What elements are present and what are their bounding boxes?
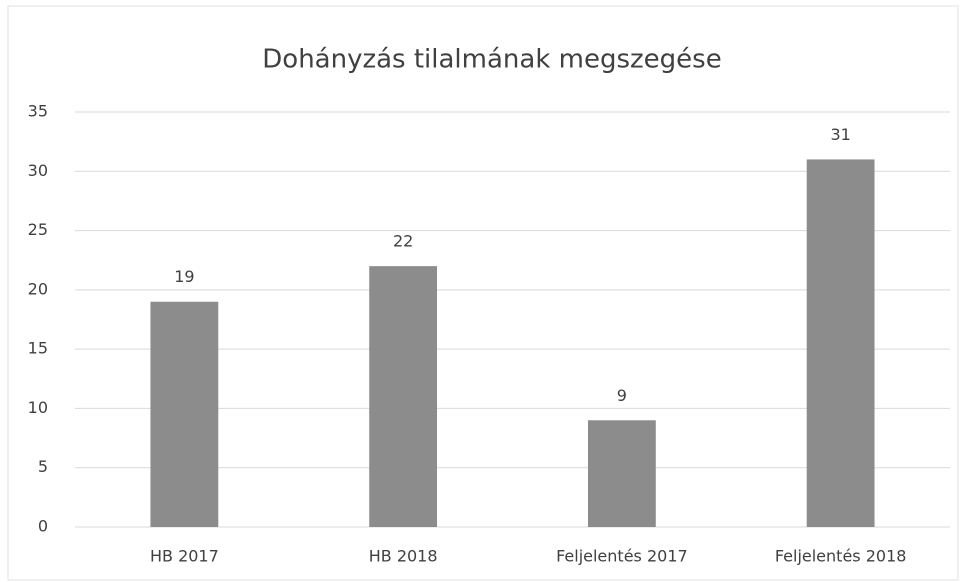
bar xyxy=(369,266,438,527)
x-tick-label: HB 2017 xyxy=(150,547,219,566)
y-tick-label: 35 xyxy=(28,102,48,121)
y-tick-label: 30 xyxy=(28,161,48,180)
bar xyxy=(587,420,656,527)
data-label: 9 xyxy=(617,386,627,405)
y-tick-label: 20 xyxy=(28,279,48,298)
y-tick-label: 0 xyxy=(38,517,48,536)
data-label: 19 xyxy=(174,267,194,286)
y-tick-label: 10 xyxy=(28,398,48,417)
bar xyxy=(150,301,219,527)
chart-title: Dohányzás tilalmának megszegése xyxy=(262,45,721,75)
x-tick-label: Feljelentés 2017 xyxy=(556,547,688,566)
data-label: 31 xyxy=(830,125,850,144)
y-tick-label: 5 xyxy=(38,457,48,476)
y-tick-label: 15 xyxy=(28,339,48,358)
x-tick-label: Feljelentés 2018 xyxy=(775,547,907,566)
data-label: 22 xyxy=(393,232,413,251)
bar xyxy=(806,159,875,527)
x-tick-label: HB 2018 xyxy=(369,547,438,566)
y-tick-label: 25 xyxy=(28,220,48,239)
